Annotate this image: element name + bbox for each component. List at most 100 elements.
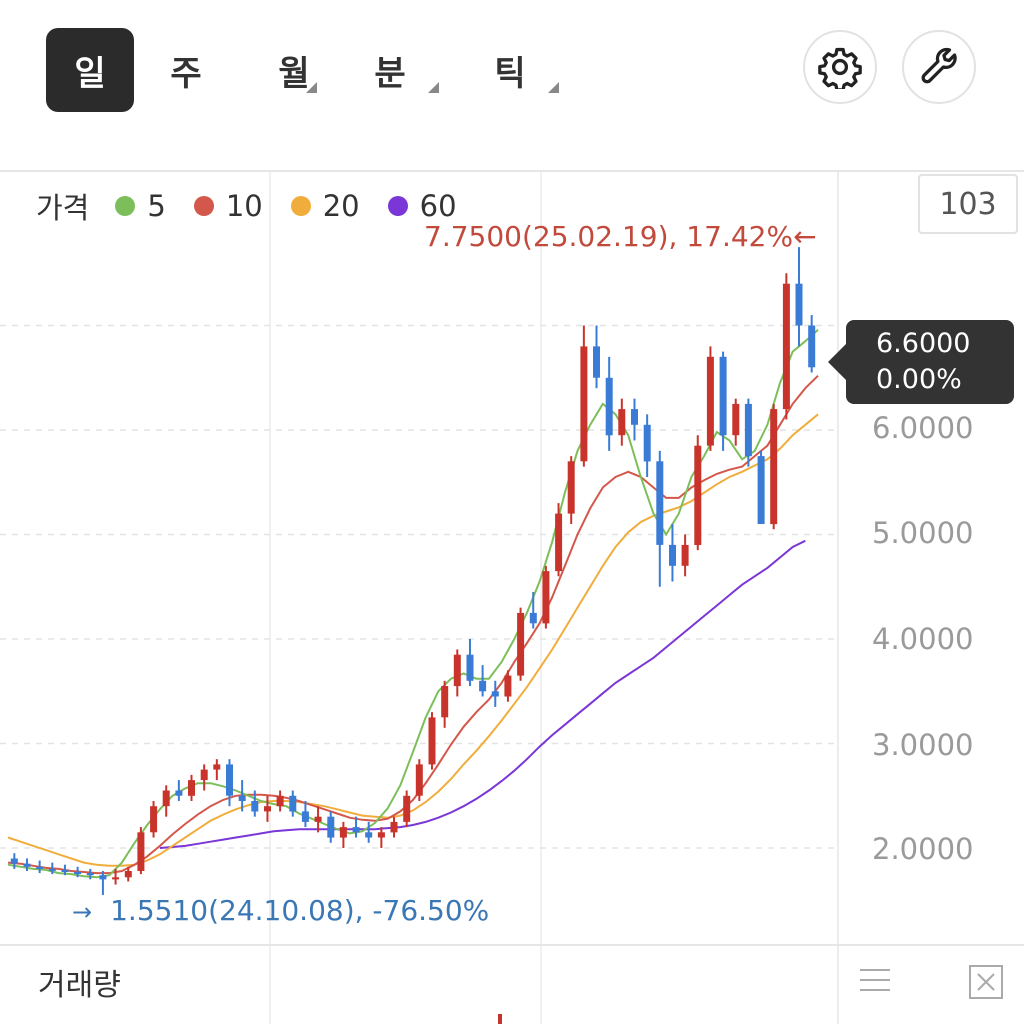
candle-body: [719, 356, 727, 436]
candle-body: [137, 832, 145, 871]
price-chart[interactable]: [0, 172, 1024, 1024]
legend-ma10-label: 10: [225, 189, 263, 223]
y-tick-label: 4.0000: [872, 622, 974, 656]
candle: [188, 774, 195, 801]
volume-bar: [498, 1014, 502, 1024]
candle-body: [529, 612, 537, 624]
tab-day[interactable]: 일: [46, 28, 134, 112]
period-tab-bar: 일 주 월 분 틱: [0, 0, 1024, 140]
candle-body: [618, 409, 626, 436]
candle: [48, 862, 56, 875]
legend-dot: [193, 196, 214, 216]
candle: [656, 450, 664, 587]
candle: [643, 414, 651, 478]
candle: [36, 860, 44, 874]
candle: [238, 780, 246, 812]
arrow-right-icon: →: [72, 898, 93, 926]
candle-body: [580, 346, 588, 462]
candle-body: [770, 409, 778, 525]
candle-body: [403, 795, 411, 822]
candle-body: [441, 686, 449, 718]
menu-icon[interactable]: [858, 964, 892, 1000]
candle: [124, 866, 132, 882]
dropdown-corner-icon: [306, 82, 317, 93]
candle: [61, 864, 69, 876]
candle-body: [377, 832, 385, 838]
candle-body: [795, 283, 803, 326]
candle: [605, 356, 613, 451]
candle-body: [669, 544, 676, 566]
candle: [23, 858, 31, 871]
candle: [428, 712, 436, 770]
legend-ma5[interactable]: 5: [115, 189, 166, 223]
candle-body: [162, 790, 170, 807]
candle: [150, 800, 158, 838]
tab-minute[interactable]: 분: [346, 28, 439, 112]
close-icon[interactable]: [968, 964, 1004, 1004]
candle: [390, 816, 398, 838]
candle-body: [643, 424, 651, 462]
tab-tick[interactable]: 틱: [466, 28, 559, 112]
candle-body: [681, 544, 689, 566]
tab-week[interactable]: 주: [170, 53, 202, 94]
tab-minute-label: 분: [374, 53, 406, 94]
candle-body: [732, 403, 740, 436]
tools-button[interactable]: [902, 30, 976, 104]
legend-price-label: 가격: [36, 191, 90, 225]
candle: [491, 680, 499, 707]
chart-legend: 가격 5 10 20 60: [36, 186, 485, 226]
candle-body: [86, 873, 94, 876]
candle: [86, 868, 94, 880]
candle-body: [390, 821, 398, 833]
candle: [732, 398, 740, 446]
candle-body: [453, 654, 461, 687]
candle: [466, 639, 474, 687]
candle: [352, 816, 360, 838]
candle: [795, 247, 803, 347]
legend-ma10[interactable]: 10: [193, 189, 263, 223]
candle: [441, 680, 449, 728]
candle-body: [36, 866, 44, 869]
candle-body: [808, 325, 816, 368]
candle: [618, 398, 626, 446]
candle-body: [124, 871, 132, 878]
candle-body: [150, 806, 158, 833]
candle-body: [567, 461, 575, 514]
gear-icon: [818, 47, 862, 89]
candle-body: [706, 356, 714, 446]
legend-ma20[interactable]: 20: [290, 189, 360, 223]
candle-body: [491, 691, 499, 697]
candle-body: [10, 858, 18, 864]
candle: [529, 591, 537, 629]
candle: [264, 795, 271, 822]
candle: [137, 827, 145, 875]
candle-body: [327, 816, 335, 838]
candle-body: [415, 764, 423, 796]
candle: [162, 785, 170, 817]
legend-ma60-label: 60: [419, 189, 457, 223]
candle-count-badge[interactable]: 103: [918, 174, 1018, 234]
candle-body: [593, 346, 600, 378]
candle-body: [251, 801, 259, 812]
candle-body: [542, 571, 550, 624]
min-price-text: 1.5510(24.10.08), -76.50%: [110, 894, 490, 927]
tab-month[interactable]: 월: [250, 28, 338, 112]
candle-body: [631, 409, 638, 425]
candle-body: [276, 795, 284, 807]
candle-body: [314, 816, 322, 822]
candle: [542, 565, 550, 629]
candle: [112, 868, 120, 885]
volume-divider: [0, 944, 1024, 946]
current-price-value: 6.6000: [876, 328, 971, 359]
y-tick-label: 5.0000: [872, 516, 974, 550]
candle: [567, 456, 575, 525]
candle-body: [226, 764, 233, 796]
candle: [580, 325, 588, 467]
settings-button[interactable]: [803, 30, 877, 104]
candle: [669, 524, 676, 582]
legend-ma60[interactable]: 60: [387, 189, 457, 223]
candle-body: [782, 283, 790, 410]
candle: [517, 607, 525, 681]
volume-label: 거래량: [38, 968, 121, 1003]
candle: [301, 800, 309, 828]
